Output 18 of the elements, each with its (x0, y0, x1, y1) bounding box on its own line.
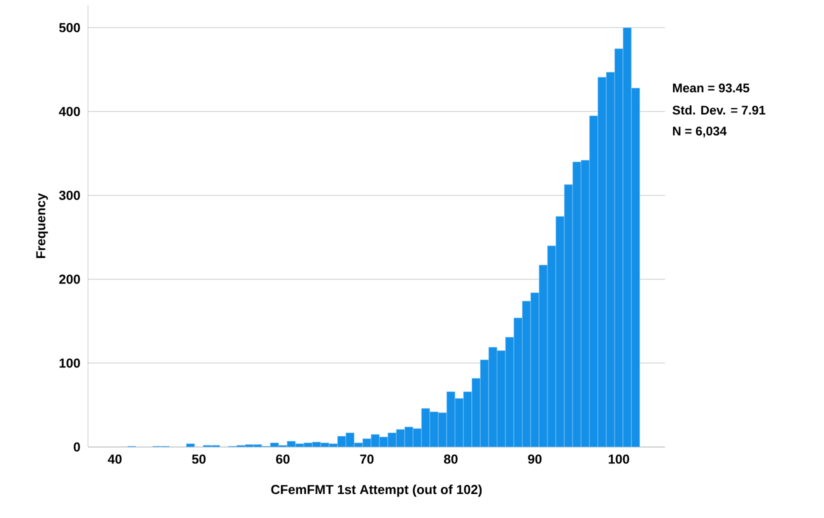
x-tick-label: 40 (108, 454, 122, 464)
text: Std. Dev. = 7.91 (672, 105, 766, 115)
y-tick-label: 100 (60, 358, 80, 368)
x-tick-label: 50 (192, 454, 206, 464)
y-tick-label: 500 (59, 23, 80, 32)
x-tick-label: 60 (276, 454, 290, 464)
y-tick-label: 400 (58, 106, 80, 116)
y-tick-label: 0 (74, 442, 80, 452)
x-tick-label: 100 (608, 454, 630, 464)
x-tick-label: 90 (528, 454, 542, 464)
x-tick-label: 80 (444, 454, 458, 464)
y-tick-label: 300 (59, 190, 80, 200)
y-tick-label: 200 (59, 274, 80, 284)
y-axis-title: Frequency (36, 193, 48, 258)
text: Mean = 93.45 (673, 84, 750, 92)
x-axis-title: CFemFMT 1st Attempt (out of 102) (271, 484, 482, 497)
x-tick-label: 70 (360, 454, 374, 464)
text: N = 6,034 (673, 126, 727, 138)
